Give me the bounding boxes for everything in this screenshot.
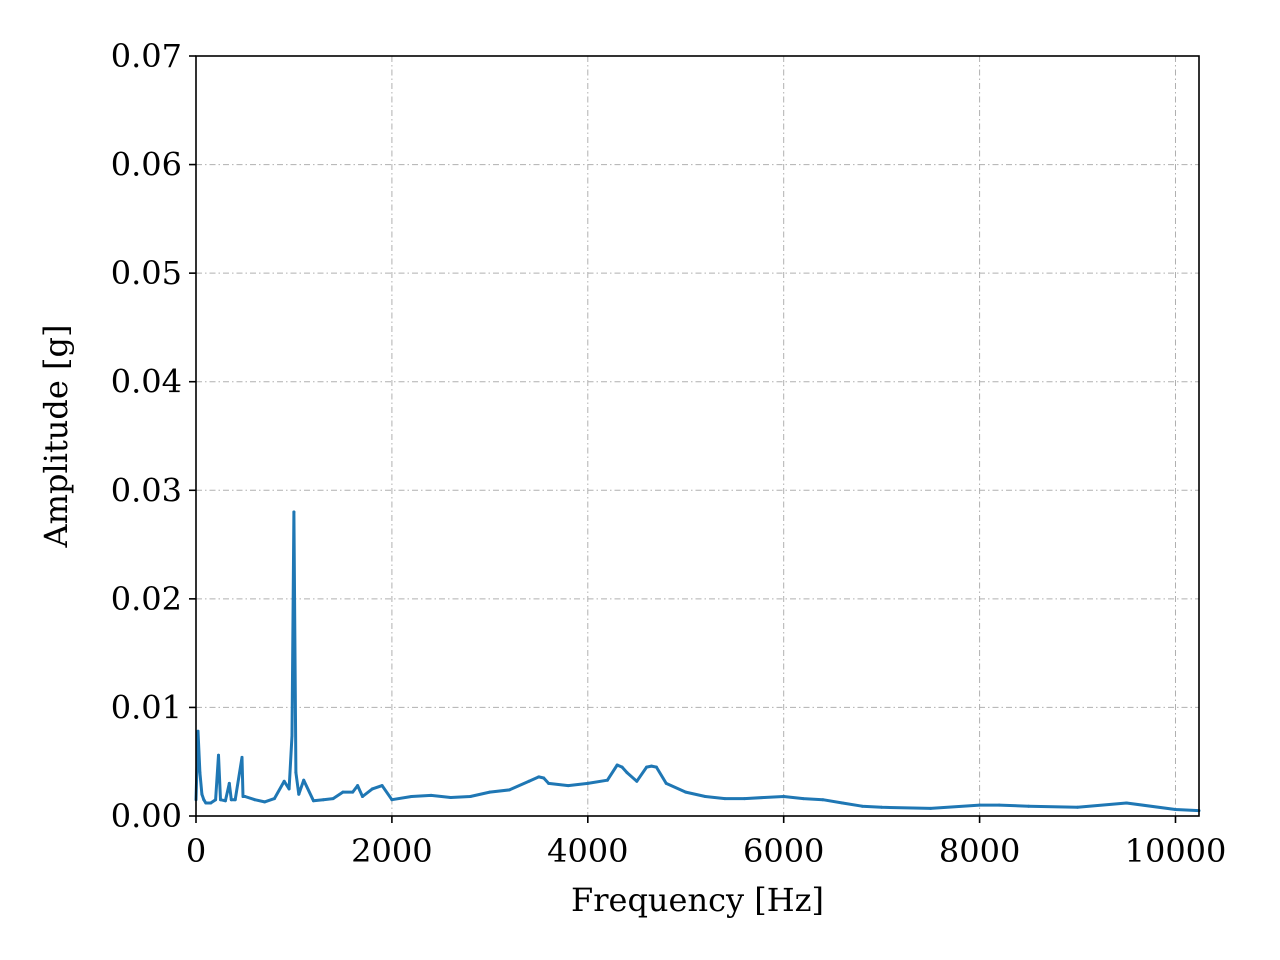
spectrum-point <box>762 796 766 799</box>
x-axis-label: Frequency [Hz] <box>571 881 824 919</box>
spectrum-point <box>801 797 805 801</box>
grid <box>196 56 1199 816</box>
spectrum-point <box>321 798 325 802</box>
spectrum-point <box>429 793 433 797</box>
spectrum-point <box>625 771 629 775</box>
spectrum-point <box>287 787 291 791</box>
spectrum-point <box>341 790 345 794</box>
spectrum-point <box>1174 808 1177 811</box>
spectrum-point <box>219 798 222 802</box>
spectrum-point <box>605 778 609 782</box>
spectrum-point <box>723 797 727 801</box>
spectrum-point <box>664 781 668 785</box>
y-tick-label: 0.03 <box>111 471 182 509</box>
spectrum-point <box>620 765 624 769</box>
spectrum-point <box>410 795 413 798</box>
spectrum-point <box>331 797 335 801</box>
spectrum-point <box>880 805 884 809</box>
spectrum-point <box>841 801 844 805</box>
spectrum-point <box>312 799 315 803</box>
y-tick-label: 0.04 <box>111 363 182 401</box>
spectrum-point <box>227 781 231 785</box>
spectrum-point <box>223 799 227 803</box>
spectrum-point <box>243 795 247 798</box>
spectrum-point <box>297 792 301 796</box>
spectrum-point <box>209 801 213 805</box>
plot-frame <box>195 55 1200 817</box>
spectrum-point <box>204 801 208 805</box>
spectrum-point <box>198 771 202 775</box>
spectrum-point <box>468 795 472 798</box>
spectrum-point <box>370 787 374 791</box>
y-tick-label: 0.02 <box>111 580 182 618</box>
spectrum-point <box>390 798 394 802</box>
spectrum-point <box>586 781 590 785</box>
spectrum-point <box>860 804 864 808</box>
spectrum-point <box>654 765 658 769</box>
spectrum-point <box>978 803 982 807</box>
x-tick-label: 8000 <box>939 832 1020 870</box>
spectrum-point <box>449 796 453 799</box>
spectrum-point <box>743 797 746 801</box>
x-axis-ticks: 0 2000 4000 6000 8000 10000 <box>186 816 1227 870</box>
spectrum-point <box>547 781 551 785</box>
spectrum-point <box>196 729 200 733</box>
x-tick-label: 10000 <box>1125 832 1227 870</box>
spectrum-point <box>290 734 294 738</box>
spectrum-point <box>217 753 220 757</box>
spectrum-point <box>929 806 933 810</box>
y-axis-label: Amplitude [g] <box>37 325 75 549</box>
spectrum-point <box>1027 804 1031 808</box>
y-tick-label: 0.07 <box>111 37 182 75</box>
y-tick-label: 0.05 <box>111 254 182 292</box>
x-tick-label: 0 <box>186 832 206 870</box>
spectrum-point <box>200 792 204 796</box>
spectrum-point <box>282 779 286 783</box>
x-tick-label: 4000 <box>547 832 628 870</box>
spectrum-point <box>240 755 244 759</box>
spectrum-point <box>527 779 531 783</box>
spectrum-point <box>1125 801 1128 805</box>
spectrum-point <box>202 798 206 802</box>
spectrum-point <box>542 776 546 780</box>
spectrum-point <box>229 798 233 802</box>
spectrum-point <box>997 803 1001 807</box>
y-tick-label: 0.01 <box>111 688 182 726</box>
spectrum-point <box>1076 805 1079 809</box>
spectrum-point <box>821 798 825 802</box>
spectrum-point <box>356 784 360 788</box>
spectrum-point <box>645 765 649 769</box>
y-tick-label: 0.00 <box>111 797 182 835</box>
spectrum-point <box>214 798 218 802</box>
spectrum-point <box>615 763 619 767</box>
spectrum-point <box>380 784 384 788</box>
spectrum-point <box>351 790 355 794</box>
y-axis-ticks: 0.00 0.01 0.02 0.03 0.04 0.05 0.06 0.07 <box>111 37 196 835</box>
spectrum-point <box>272 797 276 801</box>
spectrum-point <box>782 795 786 798</box>
spectrum-point <box>488 790 492 794</box>
spectrum-point <box>361 795 364 798</box>
spectrum-point <box>650 764 653 768</box>
y-tick-label: 0.06 <box>111 146 182 184</box>
spectrum-point <box>635 779 639 783</box>
spectrum-point <box>302 778 306 782</box>
x-tick-label: 2000 <box>351 832 432 870</box>
spectrum-point <box>292 510 296 514</box>
spectrum-point <box>233 798 237 802</box>
spectrum-point <box>684 790 688 794</box>
spectrum-point <box>294 771 298 775</box>
x-tick-label: 6000 <box>743 832 824 870</box>
spectrum-point <box>263 800 267 804</box>
spectrum-point <box>253 798 257 802</box>
spectrum-point <box>703 795 707 798</box>
spectrum-point <box>566 784 570 788</box>
spectrum-point <box>537 775 541 779</box>
spectrum-point <box>507 788 511 792</box>
